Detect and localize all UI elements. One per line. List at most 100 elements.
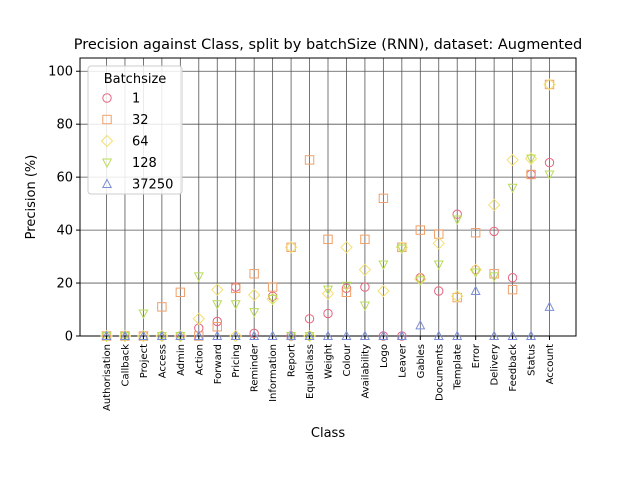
point-64-project: [137, 329, 150, 343]
legend-label-37250: 37250: [132, 178, 173, 193]
x-tick-label: Availability: [360, 344, 371, 399]
point-37250-access: [156, 330, 167, 340]
x-tick-label: Leaver: [397, 343, 408, 378]
x-tick-label: Feedback: [508, 344, 519, 392]
point-32-leaver: [397, 242, 407, 253]
point-64-template: [451, 290, 464, 303]
y-axis-label: Precision (%): [24, 155, 39, 240]
x-tick-label: Information: [268, 344, 279, 402]
point-64-delivery: [487, 198, 501, 212]
point-1-delivery: [489, 226, 499, 237]
point-37250-callback: [119, 330, 130, 340]
point-32-admin: [175, 287, 186, 298]
point-128-forward: [212, 300, 223, 310]
point-64-account: [543, 78, 556, 91]
chart-title: Precision against Class, split by batchS…: [74, 37, 583, 53]
x-tick-label: Admin: [176, 344, 187, 376]
point-32-pricing: [231, 283, 241, 294]
x-tick-label: Report: [287, 344, 298, 377]
point-128-information: [267, 294, 278, 305]
point-128-project: [138, 309, 149, 320]
point-1-account: [544, 157, 555, 168]
point-128-documents: [433, 260, 444, 271]
point-1-availability: [360, 282, 370, 292]
point-64-action: [192, 312, 205, 325]
legend-marker-37250: [101, 178, 113, 188]
x-axis: Authorisation Callback Project Access Admin A…: [102, 336, 556, 411]
y-tick-label: 60: [56, 171, 73, 186]
point-64-colour: [340, 241, 353, 254]
point-1-template: [452, 209, 462, 219]
point-64-error: [469, 263, 482, 277]
legend-marker-1: [102, 93, 112, 103]
point-128-weight: [322, 285, 334, 296]
point-37250-availability: [359, 330, 370, 340]
x-tick-label: Error: [471, 343, 482, 368]
x-tick-label: Reminder: [250, 343, 261, 392]
point-37250-authorisation: [101, 330, 112, 340]
point-37250-weight: [322, 330, 334, 340]
y-axis: 0 20 40 60 80 100: [48, 65, 80, 345]
point-37250-admin: [175, 330, 186, 340]
point-1-reminder: [249, 328, 259, 339]
legend-marker-64: [100, 134, 114, 148]
x-tick-label: Access: [157, 344, 168, 378]
point-32-availability: [360, 234, 370, 245]
point-37250-information: [267, 330, 278, 340]
x-tick-label: Logo: [379, 344, 390, 368]
point-128-status: [526, 154, 537, 165]
point-37250-equalglass: [304, 330, 315, 340]
x-tick-label: EqualGlass: [305, 344, 316, 399]
point-32-logo: [378, 193, 389, 204]
x-axis-label: Class: [311, 426, 345, 441]
x-tick-label: Account: [545, 344, 556, 384]
point-37250-gables: [415, 319, 426, 330]
point-128-logo: [378, 260, 389, 271]
point-37250-action: [193, 330, 204, 340]
point-37250-account: [544, 301, 555, 311]
point-128-gables: [415, 276, 426, 286]
point-128-error: [470, 268, 481, 279]
y-tick-label: 80: [56, 118, 73, 133]
point-32-status: [526, 169, 536, 180]
x-tick-label: Colour: [342, 343, 353, 376]
point-37250-logo: [378, 330, 389, 340]
point-128-availability: [359, 301, 370, 312]
point-1-equalglass: [304, 314, 315, 324]
y-tick-label: 20: [56, 277, 73, 292]
legend-marker-32: [102, 114, 112, 125]
point-37250-forward: [212, 330, 223, 340]
point-1-documents: [434, 286, 444, 296]
y-tick-label: 40: [56, 224, 73, 239]
x-tick-label: Template: [453, 344, 464, 391]
point-37250-template: [452, 330, 463, 340]
x-tick-label: Weight: [324, 344, 335, 379]
point-32-access: [157, 302, 167, 312]
x-tick-label: Pricing: [231, 344, 242, 378]
point-64-feedback: [506, 153, 519, 167]
legend-label-1: 1: [132, 92, 140, 107]
x-tick-label: Authorisation: [102, 344, 113, 411]
point-1-forward: [212, 316, 222, 327]
point-64-reminder: [247, 288, 261, 302]
point-128-colour: [341, 281, 352, 292]
legend-label-32: 32: [132, 113, 149, 128]
y-tick-label: 100: [48, 65, 73, 80]
point-37250-reminder: [249, 330, 260, 340]
point-128-template: [452, 215, 463, 226]
point-128-reminder: [249, 308, 260, 318]
point-128-leaver: [396, 244, 407, 255]
point-37250-feedback: [507, 330, 518, 340]
x-tick-label: Status: [527, 344, 538, 376]
point-37250-colour: [341, 330, 352, 340]
point-32-error: [470, 228, 481, 238]
point-64-forward: [211, 283, 224, 296]
x-tick-label: Forward: [213, 344, 224, 384]
legend-marker-128: [101, 158, 113, 169]
legend-title: Batchsize: [104, 72, 167, 87]
point-128-feedback: [507, 183, 518, 194]
point-37250-status: [526, 330, 537, 340]
x-tick-label: Callback: [120, 344, 131, 387]
point-32-report: [286, 242, 296, 253]
